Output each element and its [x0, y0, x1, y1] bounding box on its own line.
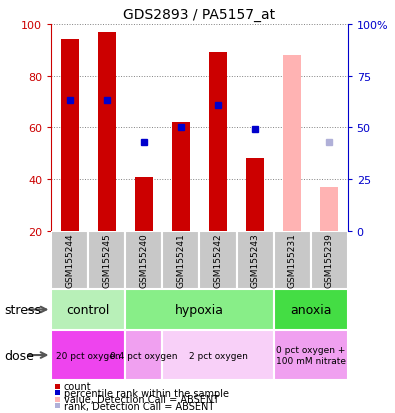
Bar [51, 330, 126, 380]
Text: GSM155242: GSM155242 [213, 233, 222, 287]
Text: value, Detection Call = ABSENT: value, Detection Call = ABSENT [64, 394, 219, 404]
Text: GSM155240: GSM155240 [139, 233, 149, 287]
Bar [172, 123, 190, 231]
Bar [98, 33, 116, 231]
Text: 0 pct oxygen +
100 mM nitrate: 0 pct oxygen + 100 mM nitrate [276, 346, 346, 365]
Text: GSM155231: GSM155231 [288, 233, 297, 287]
Bar [162, 231, 199, 289]
Bar [199, 231, 237, 289]
Bar [209, 53, 227, 231]
Text: rank, Detection Call = ABSENT: rank, Detection Call = ABSENT [64, 401, 214, 411]
Bar [126, 289, 274, 330]
Bar [274, 330, 348, 380]
Bar [51, 289, 126, 330]
Text: dose: dose [4, 349, 34, 362]
Bar [274, 289, 348, 330]
Text: GSM155241: GSM155241 [177, 233, 186, 287]
Bar [274, 231, 310, 289]
Text: GSM155245: GSM155245 [102, 233, 111, 287]
Text: stress: stress [4, 303, 41, 316]
Bar [51, 231, 88, 289]
Bar [320, 188, 339, 231]
Bar [135, 177, 153, 231]
Text: anoxia: anoxia [290, 303, 331, 316]
Text: percentile rank within the sample: percentile rank within the sample [64, 388, 229, 398]
Text: control: control [67, 303, 110, 316]
Text: hypoxia: hypoxia [175, 303, 224, 316]
Text: GSM155244: GSM155244 [65, 233, 74, 287]
Bar [162, 330, 274, 380]
Bar [246, 159, 264, 231]
Bar [88, 231, 126, 289]
Text: 20 pct oxygen: 20 pct oxygen [56, 351, 121, 360]
Text: count: count [64, 381, 92, 391]
Bar [283, 56, 301, 231]
Text: GSM155243: GSM155243 [250, 233, 260, 287]
Text: 0.4 pct oxygen: 0.4 pct oxygen [110, 351, 178, 360]
Bar [126, 231, 162, 289]
Bar [237, 231, 274, 289]
Bar [60, 40, 79, 231]
Bar [310, 231, 348, 289]
Bar [126, 330, 162, 380]
Title: GDS2893 / PA5157_at: GDS2893 / PA5157_at [123, 8, 276, 22]
Text: GSM155239: GSM155239 [325, 233, 334, 287]
Text: 2 pct oxygen: 2 pct oxygen [188, 351, 247, 360]
